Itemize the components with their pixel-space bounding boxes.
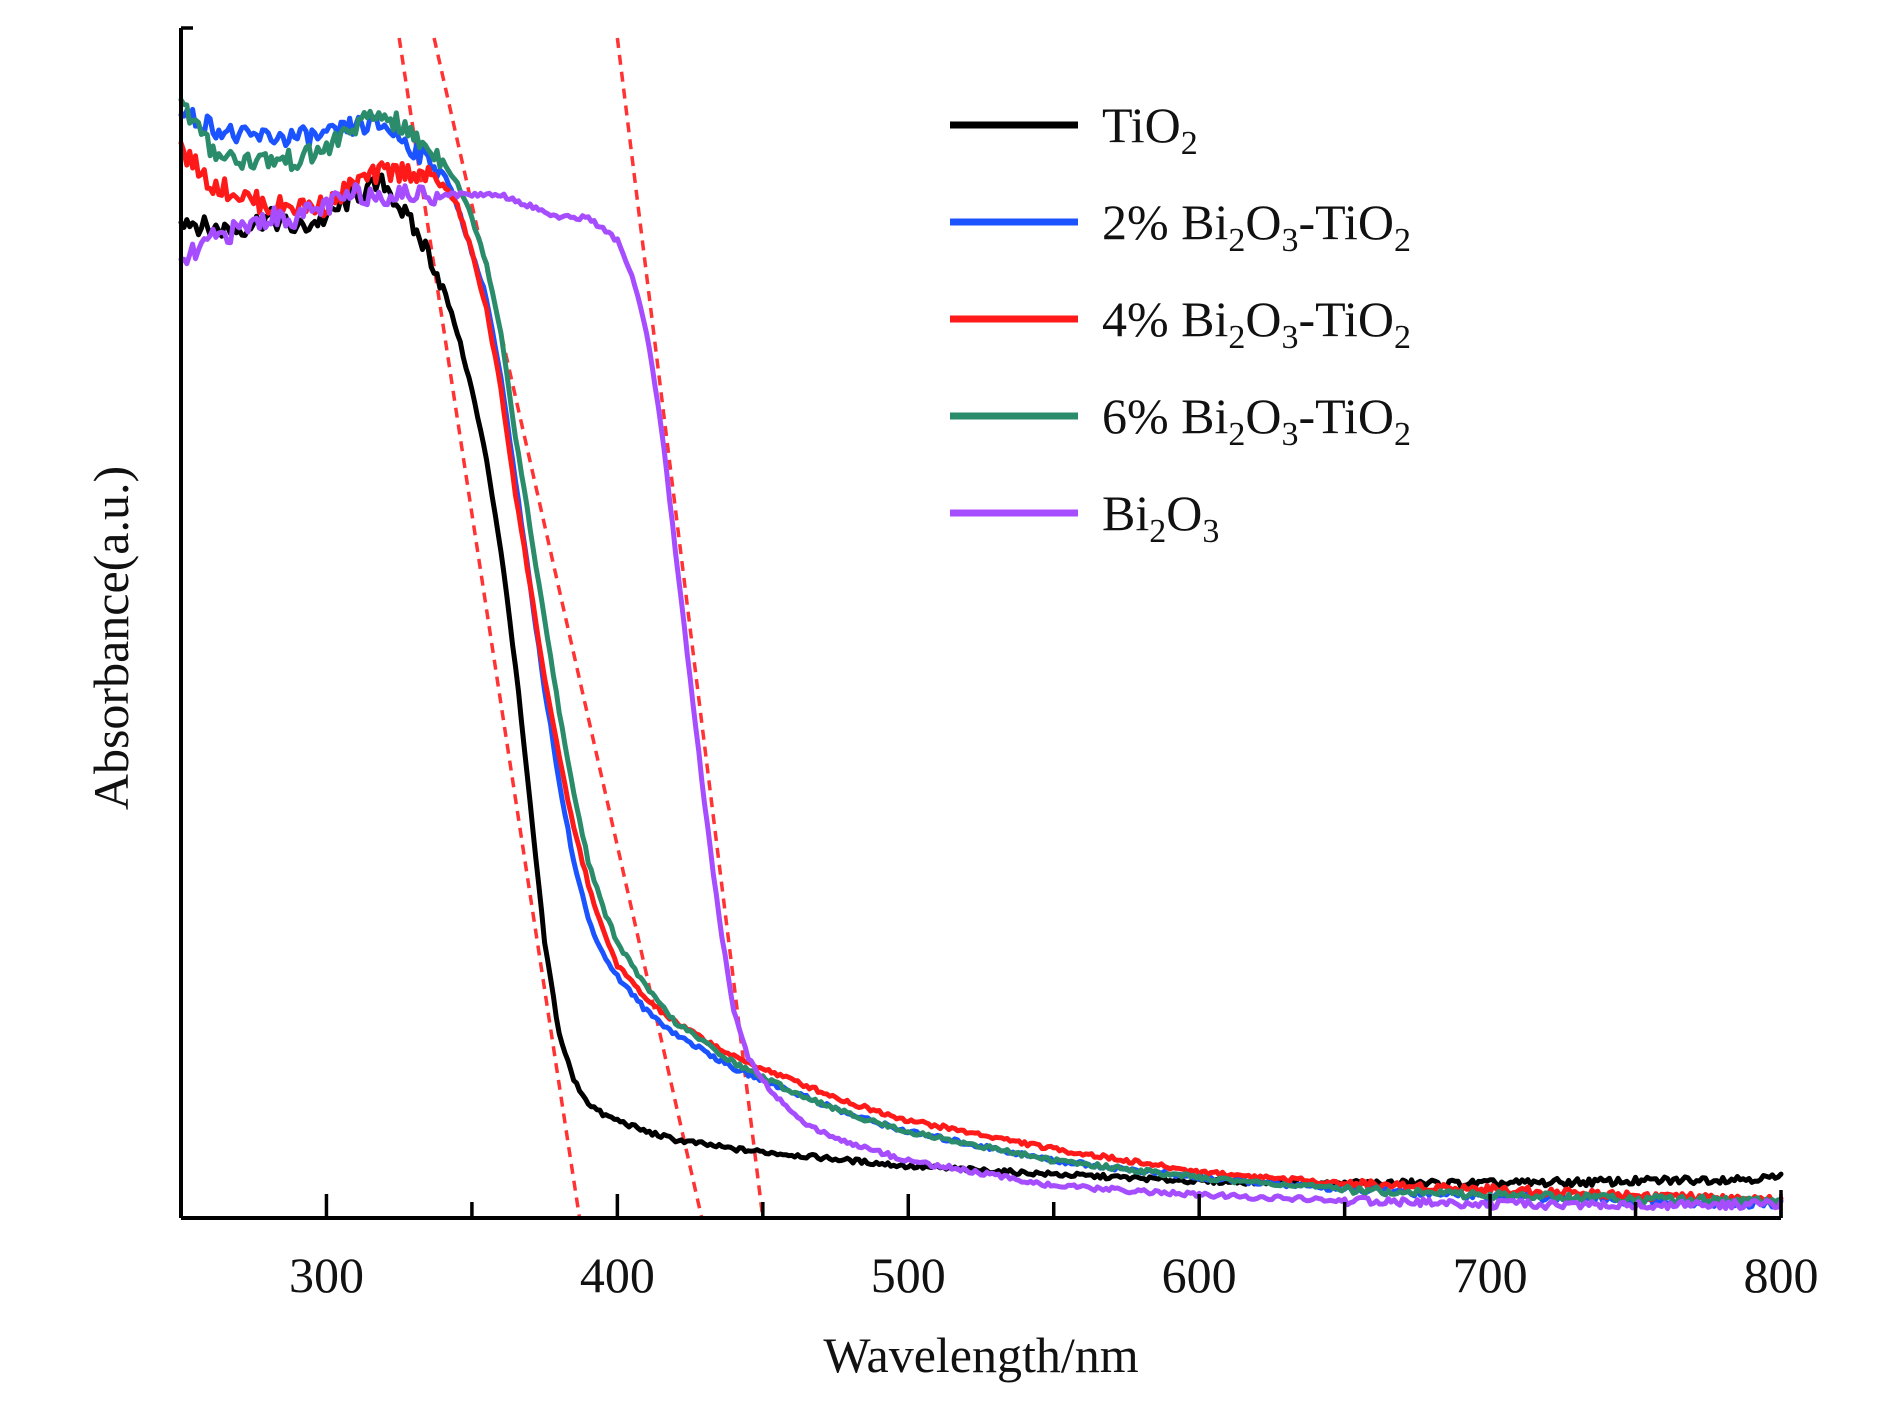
- series-lines: [178, 97, 1784, 1212]
- series-line-0: [178, 172, 1784, 1190]
- x-axis-title: Wavelength/nm: [823, 1327, 1138, 1383]
- series-line-4: [178, 182, 1784, 1212]
- x-tick-label: 700: [1453, 1247, 1528, 1303]
- series-line-3: [178, 97, 1784, 1206]
- axes: 300 400 500 600 700 800: [179, 26, 1819, 1303]
- legend-label: 4% Bi2O3-TiO2: [1102, 291, 1411, 356]
- x-tick-label: 300: [289, 1247, 364, 1303]
- y-axis-title: Absorbance(a.u.): [83, 466, 139, 810]
- x-tick-label: 400: [580, 1247, 655, 1303]
- legend-label: 6% Bi2O3-TiO2: [1102, 388, 1411, 453]
- legend-label: Bi2O3: [1102, 485, 1219, 550]
- x-tick-label: 500: [871, 1247, 946, 1303]
- x-tick-label: 800: [1744, 1247, 1819, 1303]
- legend-label: 2% Bi2O3-TiO2: [1102, 194, 1411, 259]
- x-tick-label: 600: [1162, 1247, 1237, 1303]
- series-line-1: [178, 106, 1784, 1210]
- tangent-fit-line: [397, 37, 582, 1219]
- legend-label: TiO2: [1102, 97, 1198, 162]
- legend: TiO2 2% Bi2O3-TiO2 4% Bi2O3-TiO2 6% Bi2O3-T…: [950, 97, 1411, 550]
- series-line-2: [178, 140, 1784, 1207]
